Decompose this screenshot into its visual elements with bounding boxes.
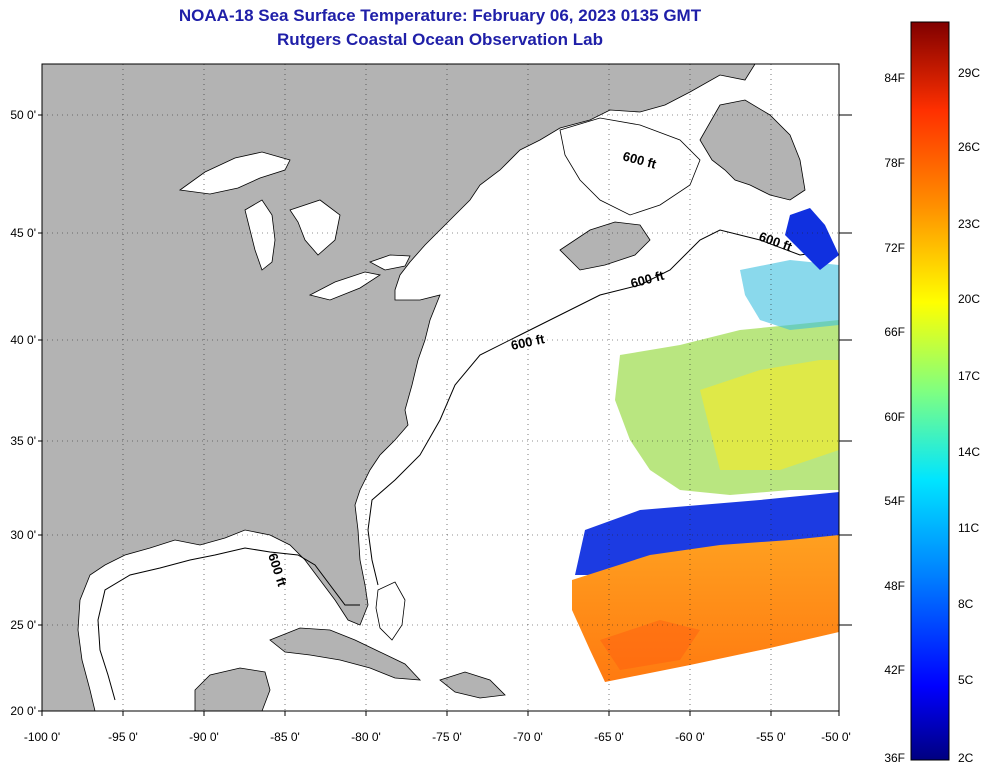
colorbar-f-78: 78F — [884, 156, 905, 170]
lon-label-70: -70 0' — [513, 730, 543, 744]
colorbar-c-17: 17C — [958, 369, 980, 383]
land-cuba — [269, 627, 421, 681]
lon-label-95: -95 0' — [108, 730, 138, 744]
lon-label-65: -65 0' — [594, 730, 624, 744]
colorbar-f-84: 84F — [884, 71, 905, 85]
map-title: NOAA-18 Sea Surface Temperature: Februar… — [178, 6, 702, 25]
lat-label-30: 30 0' — [10, 528, 36, 542]
lake-michigan — [244, 199, 276, 271]
land-nova-scotia — [559, 221, 651, 271]
colorbar-c-8: 8C — [958, 597, 974, 611]
lake-erie — [308, 271, 382, 301]
lake-ontario — [369, 254, 411, 271]
land-newfoundland — [699, 99, 806, 201]
land-hispaniola — [439, 671, 506, 699]
colorbar-c-29: 29C — [958, 66, 980, 80]
colorbar-f-36: 36F — [884, 751, 905, 765]
lat-label-50: 50 0' — [10, 108, 36, 122]
colorbar-c-2: 2C — [958, 751, 974, 765]
lat-label-45: 45 0' — [10, 226, 36, 240]
lon-label-60: -60 0' — [675, 730, 705, 744]
lon-label-75: -75 0' — [432, 730, 462, 744]
lon-label-80: -80 0' — [351, 730, 381, 744]
lon-label-85: -85 0' — [270, 730, 300, 744]
isobath-600ft-atlantic — [367, 229, 836, 586]
lake-huron — [289, 199, 341, 256]
map-subtitle: Rutgers Coastal Ocean Observation Lab — [277, 30, 603, 49]
colorbar-f-60: 60F — [884, 410, 905, 424]
sst-swath — [572, 208, 839, 682]
gulf-st-lawrence — [559, 117, 701, 216]
lon-axis: -100 0' -95 0' -90 0' -85 0' -80 0' -75 … — [24, 711, 851, 744]
colorbar-gradient — [910, 21, 950, 761]
colorbar-f-66: 66F — [884, 325, 905, 339]
lat-label-25: 25 0' — [10, 618, 36, 632]
colorbar-c-20: 20C — [958, 292, 980, 306]
land-north-america — [42, 64, 756, 711]
colorbar-c-26: 26C — [958, 140, 980, 154]
lon-label-100: -100 0' — [24, 730, 60, 744]
colorbar-f-48: 48F — [884, 579, 905, 593]
lat-axis: 50 0' 45 0' 40 0' 35 0' 30 0' 25 0' 20 0… — [10, 108, 852, 718]
colorbar-c-11: 11C — [958, 521, 979, 535]
colorbar-c-5: 5C — [958, 673, 974, 687]
lat-label-35: 35 0' — [10, 434, 36, 448]
colorbar: 84F 78F 72F 66F 60F 54F 48F 42F 36F 29C … — [884, 21, 980, 765]
isobath-600ft-gulf — [97, 547, 360, 701]
lat-label-40: 40 0' — [10, 333, 36, 347]
contour-label-4: 600 ft — [510, 331, 547, 353]
lat-label-20: 20 0' — [10, 704, 36, 718]
colorbar-f-72: 72F — [884, 241, 905, 255]
land-bahamas — [375, 581, 406, 641]
lon-label-50: -50 0' — [821, 730, 851, 744]
colorbar-c-23: 23C — [958, 217, 980, 231]
land-yucatan — [194, 667, 271, 711]
colorbar-f-42: 42F — [884, 663, 905, 677]
colorbar-c-14: 14C — [958, 445, 980, 459]
lake-superior — [178, 151, 291, 195]
colorbar-f-54: 54F — [884, 494, 905, 508]
lon-label-55: -55 0' — [756, 730, 786, 744]
lon-label-90: -90 0' — [189, 730, 219, 744]
